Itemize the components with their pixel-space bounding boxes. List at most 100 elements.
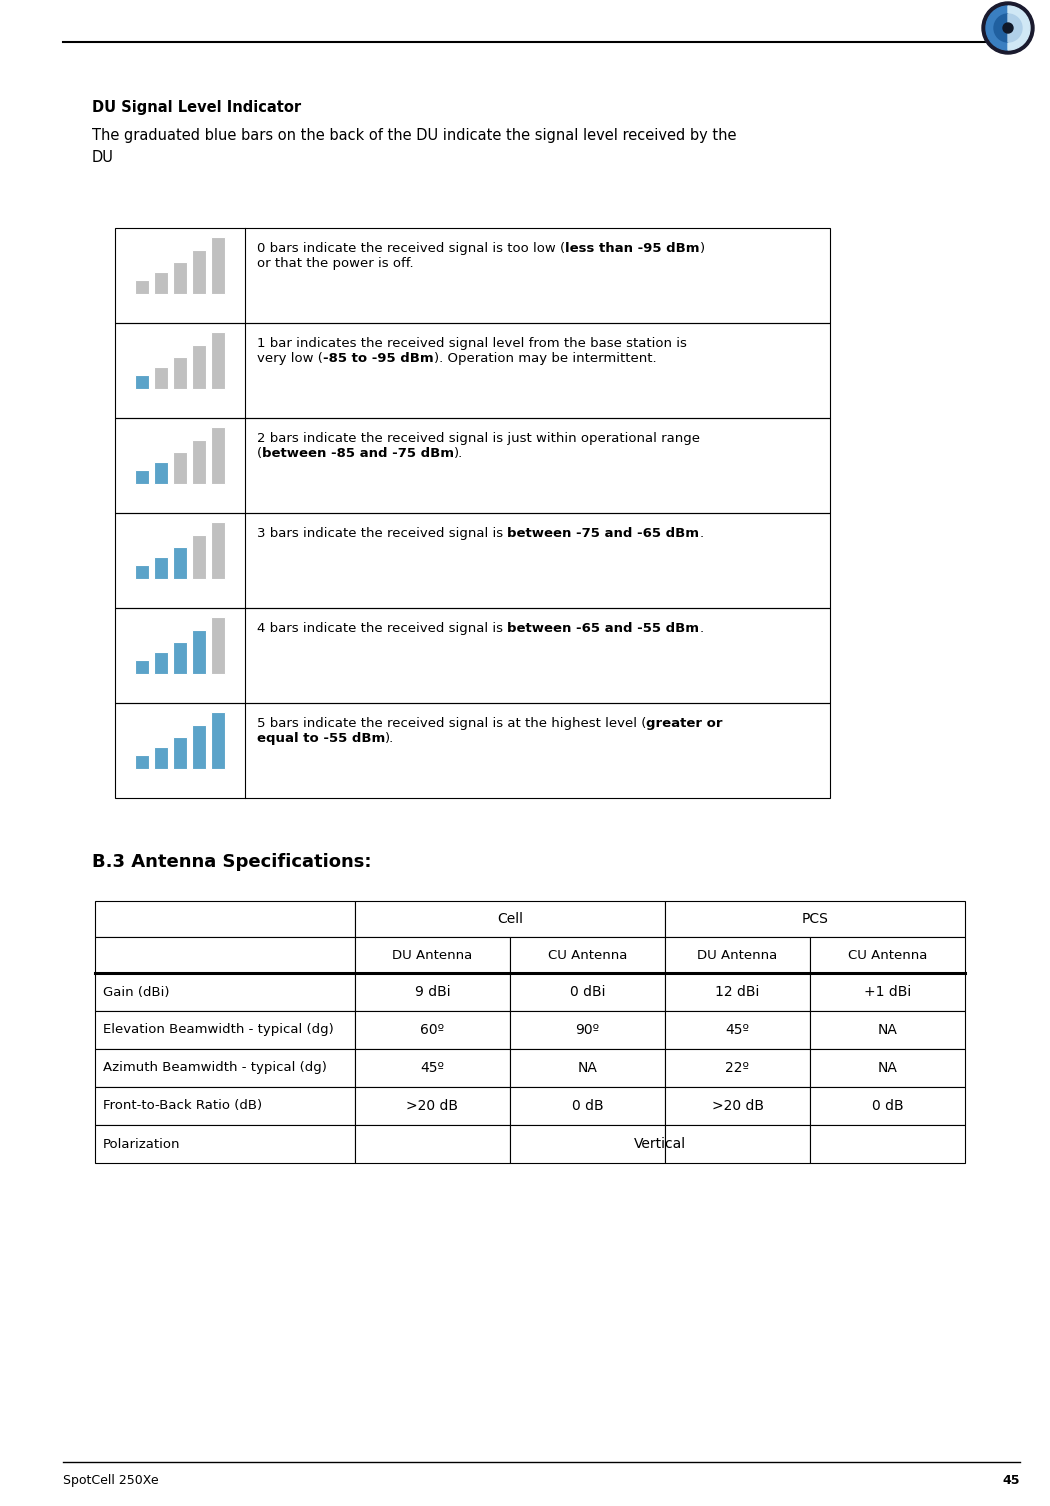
Bar: [211, 426, 225, 483]
Bar: [810, 1050, 965, 1087]
Text: ).: ).: [454, 447, 463, 459]
Bar: [173, 262, 187, 294]
Bar: [116, 322, 830, 419]
Text: Vertical: Vertical: [634, 1137, 686, 1151]
Bar: [355, 901, 665, 937]
Bar: [94, 1087, 355, 1125]
Bar: [510, 1011, 665, 1050]
Bar: [154, 366, 168, 389]
Bar: [810, 1011, 965, 1050]
Text: B.3 Antenna Specifications:: B.3 Antenna Specifications:: [92, 852, 372, 870]
Text: equal to -55 dBm: equal to -55 dBm: [257, 732, 385, 745]
Text: 4 bars indicate the received signal is: 4 bars indicate the received signal is: [257, 622, 507, 636]
Bar: [665, 937, 810, 973]
Text: 0 bars indicate the received signal is too low (: 0 bars indicate the received signal is t…: [257, 242, 565, 255]
Text: ): ): [699, 242, 705, 255]
Bar: [355, 937, 510, 973]
Bar: [173, 736, 187, 768]
Text: 1 bar indicates the received signal level from the base station is: 1 bar indicates the received signal leve…: [257, 337, 687, 349]
Bar: [665, 1050, 810, 1087]
Bar: [94, 1125, 355, 1163]
Bar: [173, 357, 187, 389]
Bar: [154, 271, 168, 294]
Bar: [135, 660, 149, 673]
Text: 0 dB: 0 dB: [872, 1099, 903, 1113]
Text: DU Antenna: DU Antenna: [393, 949, 472, 961]
Bar: [135, 755, 149, 768]
Bar: [116, 514, 830, 608]
Text: .: .: [699, 527, 704, 541]
Text: Cell: Cell: [497, 913, 523, 926]
Wedge shape: [994, 14, 1008, 42]
Bar: [154, 652, 168, 673]
Bar: [94, 973, 355, 1011]
Text: >20 dB: >20 dB: [406, 1099, 459, 1113]
Text: 45º: 45º: [726, 1023, 750, 1038]
Text: NA: NA: [878, 1023, 898, 1038]
Text: CU Antenna: CU Antenna: [548, 949, 627, 961]
Bar: [173, 547, 187, 578]
Bar: [355, 1087, 510, 1125]
Bar: [192, 630, 206, 673]
Bar: [665, 901, 965, 937]
Bar: [116, 608, 830, 703]
Bar: [192, 440, 206, 483]
Text: Gain (dBi): Gain (dBi): [103, 985, 169, 998]
Text: 2 bars indicate the received signal is just within operational range: 2 bars indicate the received signal is j…: [257, 432, 700, 444]
Text: .: .: [699, 622, 704, 636]
Bar: [810, 973, 965, 1011]
Text: 5 bars indicate the received signal is at the highest level (: 5 bars indicate the received signal is a…: [257, 717, 647, 730]
Text: CU Antenna: CU Antenna: [847, 949, 927, 961]
Bar: [135, 565, 149, 578]
Bar: [665, 1087, 810, 1125]
Text: SpotCell 250Xe: SpotCell 250Xe: [63, 1474, 159, 1486]
Wedge shape: [1008, 6, 1030, 50]
Text: ).: ).: [385, 732, 395, 745]
Bar: [211, 331, 225, 389]
Bar: [510, 1125, 665, 1163]
Bar: [135, 470, 149, 483]
Text: 90º: 90º: [575, 1023, 600, 1038]
Text: The graduated blue bars on the back of the DU indicate the signal level received: The graduated blue bars on the back of t…: [92, 128, 736, 143]
Bar: [116, 419, 830, 514]
Bar: [665, 1125, 810, 1163]
Bar: [211, 521, 225, 578]
Bar: [211, 711, 225, 768]
Text: 0 dB: 0 dB: [571, 1099, 604, 1113]
Bar: [116, 227, 830, 322]
Bar: [94, 1011, 355, 1050]
Text: or that the power is off.: or that the power is off.: [257, 258, 414, 270]
Bar: [94, 901, 355, 937]
Text: 45: 45: [1003, 1474, 1020, 1486]
Text: ). Operation may be intermittent.: ). Operation may be intermittent.: [434, 352, 656, 364]
Text: between -75 and -65 dBm: between -75 and -65 dBm: [507, 527, 699, 541]
Text: NA: NA: [878, 1062, 898, 1075]
Text: 3 bars indicate the received signal is: 3 bars indicate the received signal is: [257, 527, 507, 541]
Bar: [94, 1050, 355, 1087]
Bar: [355, 1050, 510, 1087]
Bar: [810, 1125, 965, 1163]
Text: Polarization: Polarization: [103, 1137, 181, 1151]
Text: 9 dBi: 9 dBi: [415, 985, 450, 998]
Text: between -85 and -75 dBm: between -85 and -75 dBm: [262, 447, 454, 459]
Text: DU Signal Level Indicator: DU Signal Level Indicator: [92, 99, 301, 114]
Circle shape: [1003, 23, 1013, 33]
Bar: [211, 236, 225, 294]
Wedge shape: [986, 6, 1008, 50]
Wedge shape: [1008, 14, 1022, 42]
Bar: [665, 1011, 810, 1050]
Bar: [510, 1087, 665, 1125]
Circle shape: [982, 2, 1034, 54]
Text: DU Antenna: DU Antenna: [697, 949, 778, 961]
Bar: [192, 535, 206, 578]
Text: +1 dBi: +1 dBi: [864, 985, 911, 998]
Text: 0 dBi: 0 dBi: [570, 985, 605, 998]
Bar: [135, 280, 149, 294]
Bar: [154, 557, 168, 578]
Text: DU: DU: [92, 151, 113, 166]
Text: PCS: PCS: [801, 913, 828, 926]
Bar: [154, 461, 168, 483]
Bar: [665, 973, 810, 1011]
Text: less than -95 dBm: less than -95 dBm: [565, 242, 699, 255]
Text: Azimuth Beamwidth - typical (dg): Azimuth Beamwidth - typical (dg): [103, 1062, 327, 1074]
